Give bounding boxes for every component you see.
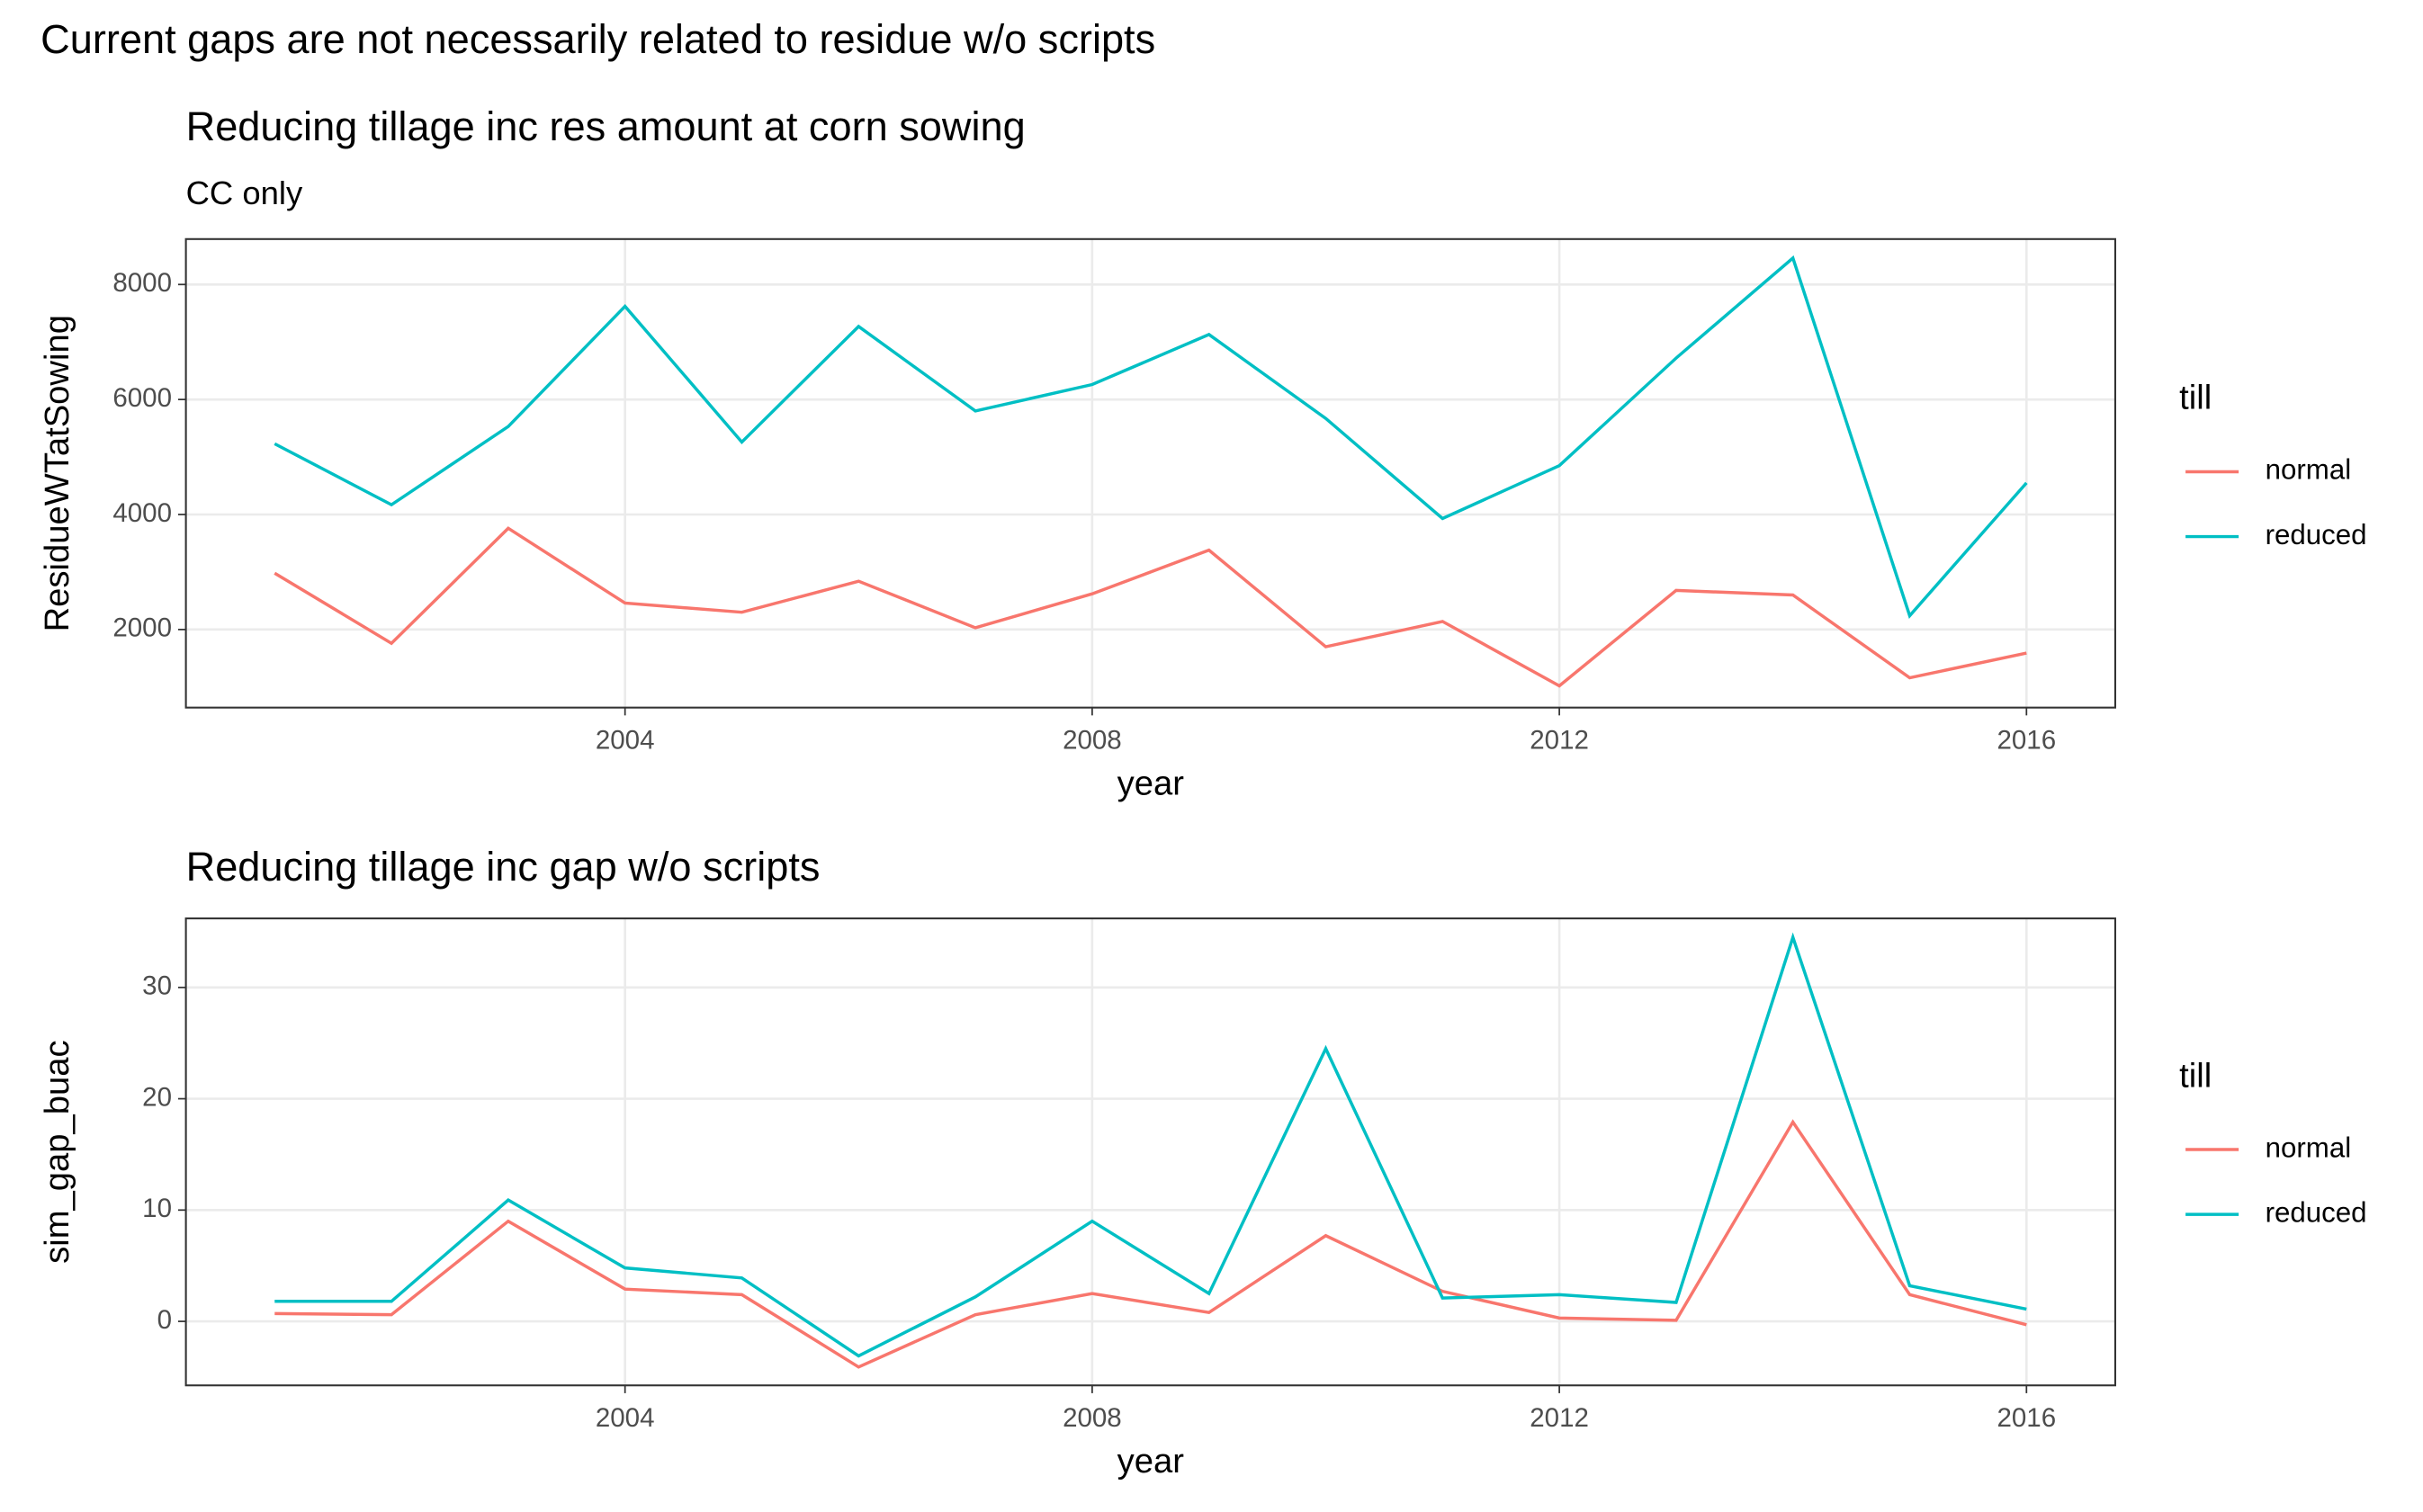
chart-title: Reducing tillage inc gap w/o scripts [186,844,821,890]
chart-subtitle: CC only [186,174,303,211]
x-tick-label: 2012 [1530,1403,1589,1433]
x-tick-label: 2008 [1063,1403,1122,1433]
x-tick-label: 2004 [596,1403,655,1433]
x-axis-label: year [1117,1442,1185,1481]
x-tick-label: 2004 [596,726,655,756]
y-tick-label: 30 [142,971,172,1001]
legend-label: normal [2266,454,2352,486]
legend-label: reduced [2266,519,2367,550]
y-axis-label: sim_gap_buac [38,1040,76,1263]
y-tick-label: 6000 [112,383,172,413]
y-tick-label: 0 [157,1305,172,1335]
legend-label: normal [2266,1132,2352,1163]
x-tick-label: 2016 [1997,1403,2056,1433]
x-tick-label: 2008 [1063,726,1122,756]
y-tick-label: 20 [142,1082,172,1112]
y-tick-label: 4000 [112,498,172,528]
series-line [274,255,2028,619]
panel-border [184,237,2116,709]
x-axis-label: year [1117,765,1185,803]
chart-title: Reducing tillage inc res amount at corn … [186,103,1026,149]
y-tick-label: 10 [142,1194,172,1223]
x-tick-label: 2012 [1530,726,1589,756]
x-tick-label: 2016 [1997,726,2056,756]
series-line [274,1119,2027,1369]
legend-title: till [2179,379,2212,417]
y-tick-label: 2000 [112,613,172,643]
legend-title: till [2179,1056,2212,1095]
y-axis-label: ResidueWTatSowing [38,315,76,631]
figure-title: Current gaps are not necessarily related… [40,16,1155,62]
series-line [274,526,2027,688]
series-line [274,932,2027,1358]
panel-border [184,917,2116,1387]
legend-label: reduced [2266,1196,2367,1228]
y-tick-label: 8000 [112,268,172,298]
